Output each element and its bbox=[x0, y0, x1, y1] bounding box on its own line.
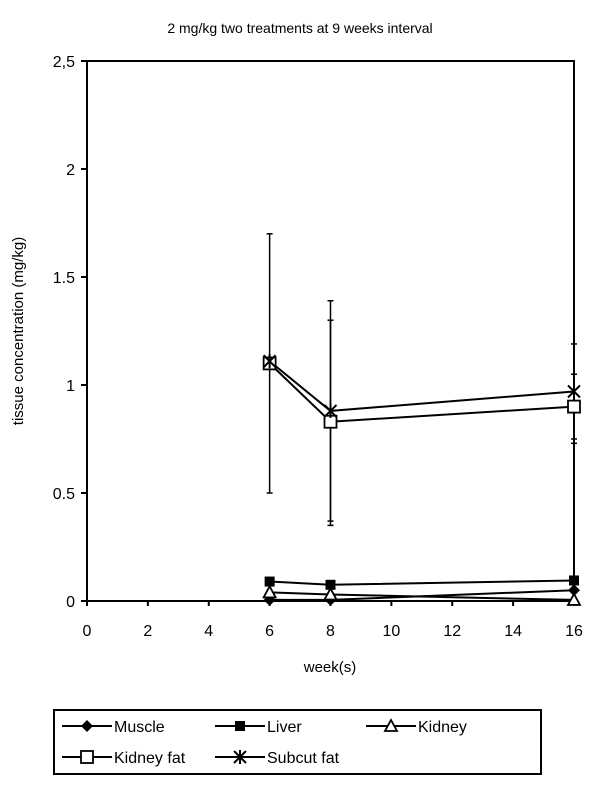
legend-entry-muscle: Muscle bbox=[62, 719, 165, 736]
legend-label: Subcut fat bbox=[267, 750, 340, 767]
legend-entry-liver: Liver bbox=[215, 719, 302, 736]
x-tick-label: 2 bbox=[143, 623, 152, 640]
data-point-liver bbox=[264, 576, 275, 587]
series-line-kidney-fat bbox=[268, 362, 575, 423]
data-point-liver bbox=[569, 575, 579, 586]
legend-marker-kidney-fat bbox=[80, 750, 94, 764]
x-axis-label: week(s) bbox=[303, 659, 357, 676]
x-tick-label: 0 bbox=[83, 623, 92, 640]
x-tick-label: 4 bbox=[204, 623, 213, 640]
chart-title: 2 mg/kg two treatments at 9 weeks interv… bbox=[167, 20, 432, 36]
legend-label: Kidney fat bbox=[114, 750, 186, 767]
legend-entry-subcut-fat: Subcut fat bbox=[215, 750, 340, 767]
data-point-muscle bbox=[568, 584, 580, 597]
legend-marker-liver bbox=[235, 721, 245, 731]
data-point-liver bbox=[325, 579, 336, 590]
series-line-kidney bbox=[269, 591, 575, 601]
legend-entry-kidney: Kidney bbox=[366, 718, 467, 736]
legend-marker-subcut-fat bbox=[233, 750, 247, 764]
legend: Muscle Liver Kidney Kidney fat Subcut fat bbox=[62, 718, 467, 767]
legend-label: Muscle bbox=[114, 719, 165, 736]
error-bars bbox=[266, 233, 577, 527]
x-tick-label: 14 bbox=[504, 623, 522, 640]
legend-entry-kidney-fat: Kidney fat bbox=[62, 750, 186, 767]
y-axis-ticks: 0 0.5 1 1.5 2 2,5 bbox=[53, 54, 87, 611]
series-line-subcut-fat bbox=[268, 360, 575, 412]
data-point-kidney bbox=[262, 584, 278, 599]
data-point-kidney bbox=[566, 592, 582, 606]
legend-marker-kidney bbox=[383, 718, 399, 732]
y-tick-label: 0.5 bbox=[53, 486, 75, 503]
data-point-subcut-fat bbox=[262, 354, 277, 369]
data-point-kidney-fat bbox=[567, 399, 581, 414]
y-tick-label: 1.5 bbox=[53, 270, 75, 287]
series-markers bbox=[262, 354, 582, 606]
y-tick-label: 0 bbox=[66, 594, 75, 611]
legend-box bbox=[53, 709, 542, 775]
series-lines bbox=[268, 360, 575, 601]
y-axis-label: tissue concentration (mg/kg) bbox=[10, 237, 27, 425]
x-tick-label: 12 bbox=[443, 623, 461, 640]
y-tick-label: 2,5 bbox=[53, 54, 75, 71]
series-line-liver bbox=[269, 579, 575, 586]
legend-label: Kidney bbox=[418, 719, 467, 736]
x-tick-label: 6 bbox=[265, 623, 274, 640]
data-point-subcut-fat bbox=[323, 403, 338, 418]
x-tick-label: 10 bbox=[382, 623, 400, 640]
x-tick-label: 16 bbox=[565, 623, 583, 640]
legend-label: Liver bbox=[267, 719, 302, 736]
data-point-subcut-fat bbox=[567, 384, 581, 399]
x-axis-ticks: 0 2 4 6 8 10 12 14 16 bbox=[83, 601, 583, 640]
data-point-kidney bbox=[322, 586, 339, 601]
legend-marker-muscle bbox=[81, 720, 93, 732]
y-tick-label: 1 bbox=[66, 378, 75, 395]
y-tick-label: 2 bbox=[66, 162, 75, 179]
x-tick-label: 8 bbox=[326, 623, 335, 640]
